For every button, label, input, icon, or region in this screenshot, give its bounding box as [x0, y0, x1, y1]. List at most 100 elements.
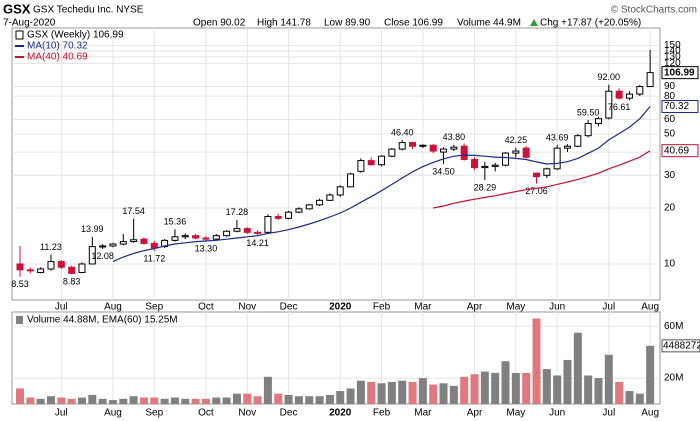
- x-tick-label: May: [506, 302, 525, 313]
- y-tick-label: 60M: [664, 321, 683, 332]
- low-label: 28.29: [474, 182, 497, 192]
- candle-body: [440, 148, 448, 153]
- x-tick-label: Aug: [104, 302, 122, 313]
- candle-body: [409, 142, 417, 147]
- x-tick-label: Jul: [55, 408, 68, 419]
- candle-body: [130, 239, 138, 243]
- y-tick-label: 80: [664, 91, 676, 102]
- volume-bar: [139, 397, 148, 404]
- volume-bar: [398, 380, 407, 404]
- volume-bar: [429, 384, 438, 404]
- candle-body: [223, 230, 231, 237]
- volume-bar: [336, 391, 345, 404]
- volume-bar: [108, 400, 117, 404]
- x-tick-label: Mar: [414, 302, 432, 313]
- x-tick-label: Feb: [373, 302, 391, 313]
- candle-body: [119, 241, 127, 245]
- candle-body: [625, 93, 633, 99]
- volume-bar: [36, 398, 45, 404]
- candle-body: [57, 261, 65, 268]
- volume-bar: [191, 398, 200, 404]
- value-box-label: 70.32: [664, 101, 689, 112]
- volume-bar: [377, 383, 386, 404]
- high: High 141.78: [257, 18, 311, 29]
- y-tick-label: 20: [664, 203, 676, 214]
- volume-bar: [57, 397, 66, 404]
- volume-bar: [201, 398, 210, 404]
- volume-bar: [553, 375, 562, 404]
- high-label: 17.28: [226, 207, 249, 217]
- volume-bar: [284, 394, 293, 404]
- candle-body: [471, 158, 479, 169]
- volume-bar: [150, 397, 159, 404]
- legend-label: GSX (Weekly) 106.99: [27, 30, 124, 41]
- x-tick-label: Sep: [145, 408, 163, 419]
- y-tick-label: 30: [664, 170, 676, 181]
- y-tick-label: 150: [664, 40, 681, 51]
- volume-bar: [170, 397, 179, 404]
- low-label: 13.30: [195, 243, 218, 253]
- candle-body: [326, 194, 334, 201]
- volume-bar: [646, 345, 655, 404]
- volume-bar: [119, 398, 128, 404]
- x-tick-label: Aug: [641, 302, 659, 313]
- candle-body: [78, 263, 86, 273]
- close: Close 106.99: [384, 18, 443, 29]
- volume-bar: [367, 381, 376, 404]
- volume-bar: [522, 372, 531, 404]
- volume-bar: [501, 361, 510, 404]
- candle-body: [68, 266, 76, 274]
- volume-bar: [418, 378, 427, 404]
- legend-swatch: [15, 30, 24, 40]
- candle-body: [99, 245, 107, 248]
- candle-body: [398, 142, 406, 150]
- volume-bar: [615, 381, 624, 404]
- candle-body: [181, 235, 189, 238]
- volume-bar: [212, 397, 221, 404]
- x-tick-label: Apr: [467, 408, 483, 419]
- x-tick-label: 2020: [329, 408, 352, 419]
- candle-body: [615, 90, 623, 99]
- candle-body: [243, 228, 251, 233]
- y-tick-label: 90: [664, 81, 676, 92]
- value-box: [661, 66, 699, 80]
- candle-body: [574, 135, 582, 147]
- value-box: [661, 339, 700, 353]
- low-label: 76.61: [608, 102, 631, 112]
- candle-body: [16, 263, 24, 271]
- volume: Volume 44.9M: [457, 18, 521, 29]
- x-tick-label: Aug: [641, 408, 659, 419]
- candle-body: [274, 216, 282, 219]
- candle-body: [285, 211, 293, 219]
- change: Chg +17.87 (+20.05%): [540, 18, 641, 29]
- volume-bar: [305, 396, 314, 404]
- volume-bar: [542, 369, 551, 404]
- ma-line: [433, 150, 651, 209]
- x-tick-label: Jul: [602, 302, 615, 313]
- candle-body: [378, 155, 386, 166]
- volume-bar: [232, 393, 241, 404]
- high-label: 13.99: [81, 224, 104, 234]
- volume-bar: [181, 398, 190, 404]
- y-tick-label: 120: [664, 58, 681, 69]
- price-panel: [11, 27, 661, 301]
- candle-body: [140, 238, 148, 244]
- volume-bar: [584, 375, 593, 404]
- volume-bar: [325, 394, 334, 404]
- date: 7-Aug-2020: [3, 18, 56, 29]
- y-tick-label: 60: [664, 114, 676, 125]
- legend-label: MA(40) 40.69: [27, 52, 88, 63]
- volume-bar: [129, 396, 138, 404]
- candle-body: [37, 268, 45, 273]
- candle-body: [543, 168, 551, 176]
- candle-body: [192, 235, 200, 239]
- volume-bar: [160, 398, 169, 404]
- candle-body: [264, 216, 272, 233]
- high-label: 46.40: [391, 127, 414, 137]
- candle-body: [336, 186, 344, 196]
- volume-bar: [98, 398, 107, 404]
- candle-body: [150, 242, 158, 249]
- candle-body: [502, 152, 510, 166]
